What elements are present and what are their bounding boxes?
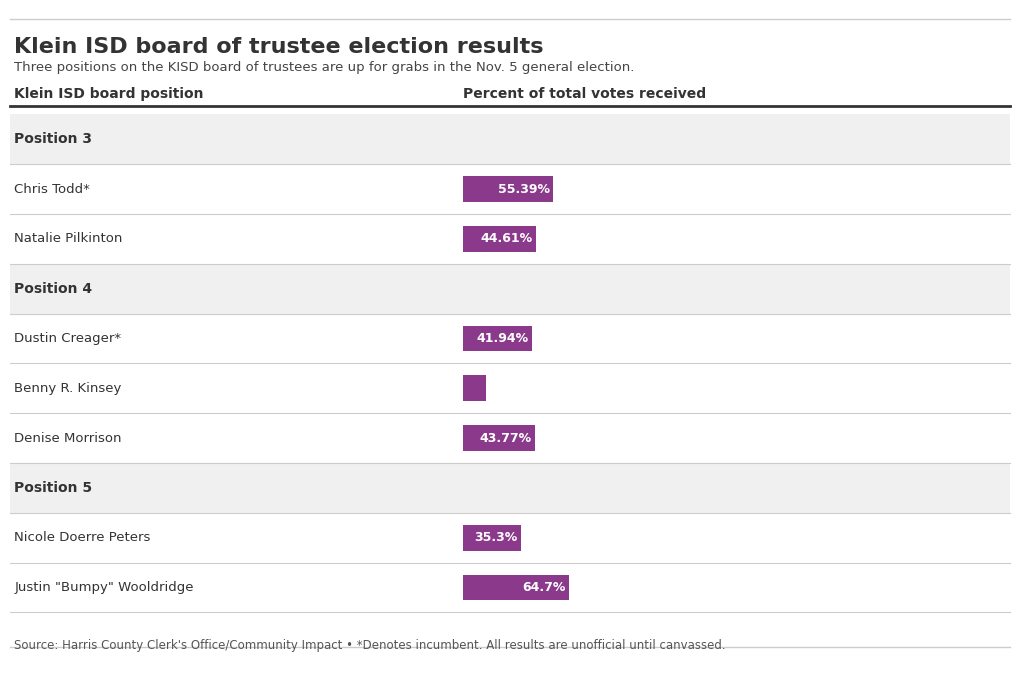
- Text: Natalie Pilkinton: Natalie Pilkinton: [14, 232, 122, 246]
- Text: 44.61%: 44.61%: [480, 232, 532, 246]
- Text: Klein ISD board position: Klein ISD board position: [14, 87, 204, 102]
- Text: Justin "Bumpy" Wooldridge: Justin "Bumpy" Wooldridge: [14, 581, 194, 594]
- Text: Dustin Creager*: Dustin Creager*: [14, 332, 121, 345]
- Text: Chris Todd*: Chris Todd*: [14, 182, 90, 196]
- Text: Three positions on the KISD board of trustees are up for grabs in the Nov. 5 gen: Three positions on the KISD board of tru…: [14, 61, 634, 73]
- Text: Position 5: Position 5: [14, 481, 93, 495]
- Text: 64.7%: 64.7%: [522, 581, 566, 594]
- Text: 55.39%: 55.39%: [498, 182, 550, 196]
- FancyBboxPatch shape: [463, 425, 534, 451]
- Text: Denise Morrison: Denise Morrison: [14, 431, 121, 445]
- Text: 35.3%: 35.3%: [474, 531, 517, 544]
- FancyBboxPatch shape: [10, 463, 1009, 513]
- Text: 43.77%: 43.77%: [479, 431, 531, 445]
- FancyBboxPatch shape: [463, 226, 535, 252]
- Text: Benny R. Kinsey: Benny R. Kinsey: [14, 382, 121, 395]
- FancyBboxPatch shape: [463, 176, 553, 202]
- FancyBboxPatch shape: [10, 264, 1009, 314]
- FancyBboxPatch shape: [463, 326, 531, 351]
- Text: Source: Harris County Clerk's Office/Community Impact • *Denotes incumbent. All : Source: Harris County Clerk's Office/Com…: [14, 639, 726, 652]
- FancyBboxPatch shape: [463, 575, 569, 600]
- Text: 41.94%: 41.94%: [476, 332, 528, 345]
- FancyBboxPatch shape: [463, 525, 520, 551]
- Text: Klein ISD board of trustee election results: Klein ISD board of trustee election resu…: [14, 37, 543, 57]
- Text: Nicole Doerre Peters: Nicole Doerre Peters: [14, 531, 151, 544]
- FancyBboxPatch shape: [463, 376, 486, 401]
- FancyBboxPatch shape: [10, 114, 1009, 164]
- Text: Position 4: Position 4: [14, 282, 93, 295]
- Text: Percent of total votes received: Percent of total votes received: [463, 87, 705, 102]
- Text: Position 3: Position 3: [14, 133, 92, 146]
